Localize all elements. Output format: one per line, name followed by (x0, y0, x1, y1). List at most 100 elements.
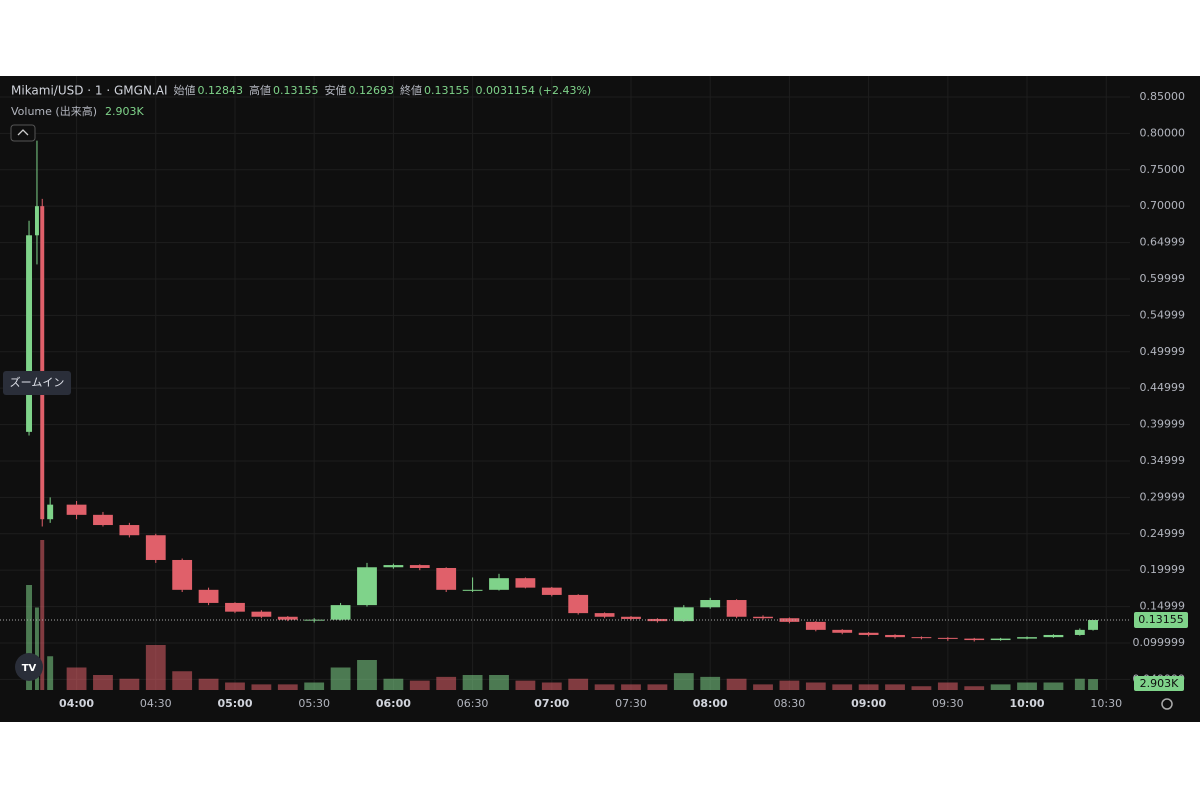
candle-body (172, 559, 193, 590)
volume-bar (145, 645, 166, 690)
candle-body (700, 600, 721, 608)
candle-body (26, 235, 33, 432)
candle-body (594, 613, 615, 617)
y-tick-label: 0.59999 (1140, 272, 1186, 285)
x-tick-label: 10:30 (1090, 697, 1122, 710)
candle-body (251, 611, 272, 617)
zoom-tooltip-box (3, 371, 71, 395)
x-tick-label: 05:30 (298, 697, 330, 710)
x-tick-label: 09:30 (932, 697, 964, 710)
candle-body (119, 525, 140, 536)
candle-body (937, 637, 958, 639)
last-price-box (1134, 612, 1188, 629)
volume-bar (304, 682, 325, 690)
candle-body (990, 638, 1011, 641)
y-tick-label: 0.39999 (1140, 418, 1186, 431)
y-tick-label: 0.64999 (1140, 236, 1186, 249)
header-open-label: 始値 (174, 83, 196, 97)
x-tick-label: 08:30 (774, 697, 806, 710)
volume-bar (34, 607, 39, 690)
header-high-label: 高値 (249, 83, 271, 97)
volume-bar (251, 684, 272, 690)
volume-bar (93, 675, 113, 690)
candle-body (726, 600, 747, 617)
volume-bar (885, 684, 905, 690)
volume-bar (753, 684, 773, 690)
candle-body (1074, 629, 1085, 635)
collapse-icon (17, 129, 29, 136)
candle-body (885, 634, 905, 638)
candle-body (409, 565, 430, 568)
header-high: 0.13155 (273, 84, 319, 97)
candle-body (34, 206, 39, 236)
candle-body (225, 602, 245, 612)
y-tick-label: 0.80000 (1140, 126, 1186, 139)
candle-body (964, 638, 985, 641)
candle-body (198, 589, 219, 603)
candle-body (40, 206, 45, 520)
header-symbol: Mikami/USD · 1 · GMGN.AI (11, 84, 168, 98)
volume-title: Volume (出来高) (11, 104, 97, 118)
candle-body (66, 504, 87, 515)
volume-bar (568, 678, 589, 690)
volume-bar (541, 682, 562, 690)
candle-body (1088, 620, 1098, 630)
last-price-label: 0.13155 (1138, 613, 1184, 626)
candle-body (277, 616, 298, 620)
volume-bar (805, 682, 826, 690)
volume-bar (47, 656, 54, 690)
header-low-label: 安値 (325, 83, 347, 97)
volume-bar (357, 660, 377, 690)
candle-body (911, 637, 932, 639)
volume-bar (832, 684, 853, 690)
volume-bar (594, 684, 615, 690)
volume-bar (990, 684, 1011, 690)
volume-bar (66, 667, 87, 690)
x-tick-label: 04:30 (140, 697, 172, 710)
y-tick-label: 0.49999 (1140, 345, 1186, 358)
x-tick-label: 06:00 (376, 697, 411, 710)
volume-bar (779, 680, 800, 690)
candle-body (568, 594, 589, 614)
volume-bar (1088, 679, 1098, 690)
candle-body (383, 565, 404, 568)
x-tick-label: 08:00 (693, 697, 728, 710)
x-tick-label: 06:30 (457, 697, 489, 710)
volume-bar (700, 676, 721, 690)
volume-bar (26, 585, 33, 690)
zoom-tooltip: ズームイン (10, 375, 65, 389)
header-low: 0.12693 (349, 84, 395, 97)
x-tick-label: 04:00 (59, 697, 94, 710)
settings-icon[interactable] (1161, 698, 1173, 710)
header: Mikami/USD · 1 · GMGN.AI 始値 0.12843 高値 0.131… (11, 83, 591, 118)
volume-layer (26, 540, 1098, 690)
header-close: 0.13155 (424, 84, 470, 97)
y-tick-label: 0.19999 (1140, 563, 1186, 576)
candle-body (805, 621, 826, 630)
candle-body (145, 535, 166, 560)
collapse-button[interactable] (10, 124, 36, 142)
volume-bar (330, 667, 351, 690)
volume-bar (1074, 678, 1085, 690)
candle-body (858, 632, 879, 635)
volume-value-label: 2.903K (1140, 677, 1179, 690)
volume-bar (489, 675, 509, 690)
volume-header-value: 2.903K (105, 105, 144, 118)
header-close-label: 終値 (400, 83, 422, 97)
y-tick-label: 0.44999 (1140, 381, 1186, 394)
y-tick-label: 0.70000 (1140, 199, 1186, 212)
logo[interactable] (15, 653, 43, 681)
volume-bar (964, 686, 985, 690)
volume-bar (858, 684, 879, 690)
candle-body (541, 587, 562, 595)
volume-bar (647, 684, 668, 690)
y-tick-label: 0.54999 (1140, 308, 1186, 321)
volume-bar (673, 673, 694, 690)
candle-body (436, 567, 457, 590)
volume-bar (277, 684, 298, 690)
candle-body (621, 616, 641, 619)
volume-label-box (1134, 676, 1184, 691)
volume-bar (937, 682, 958, 690)
volume-bar (726, 678, 747, 690)
